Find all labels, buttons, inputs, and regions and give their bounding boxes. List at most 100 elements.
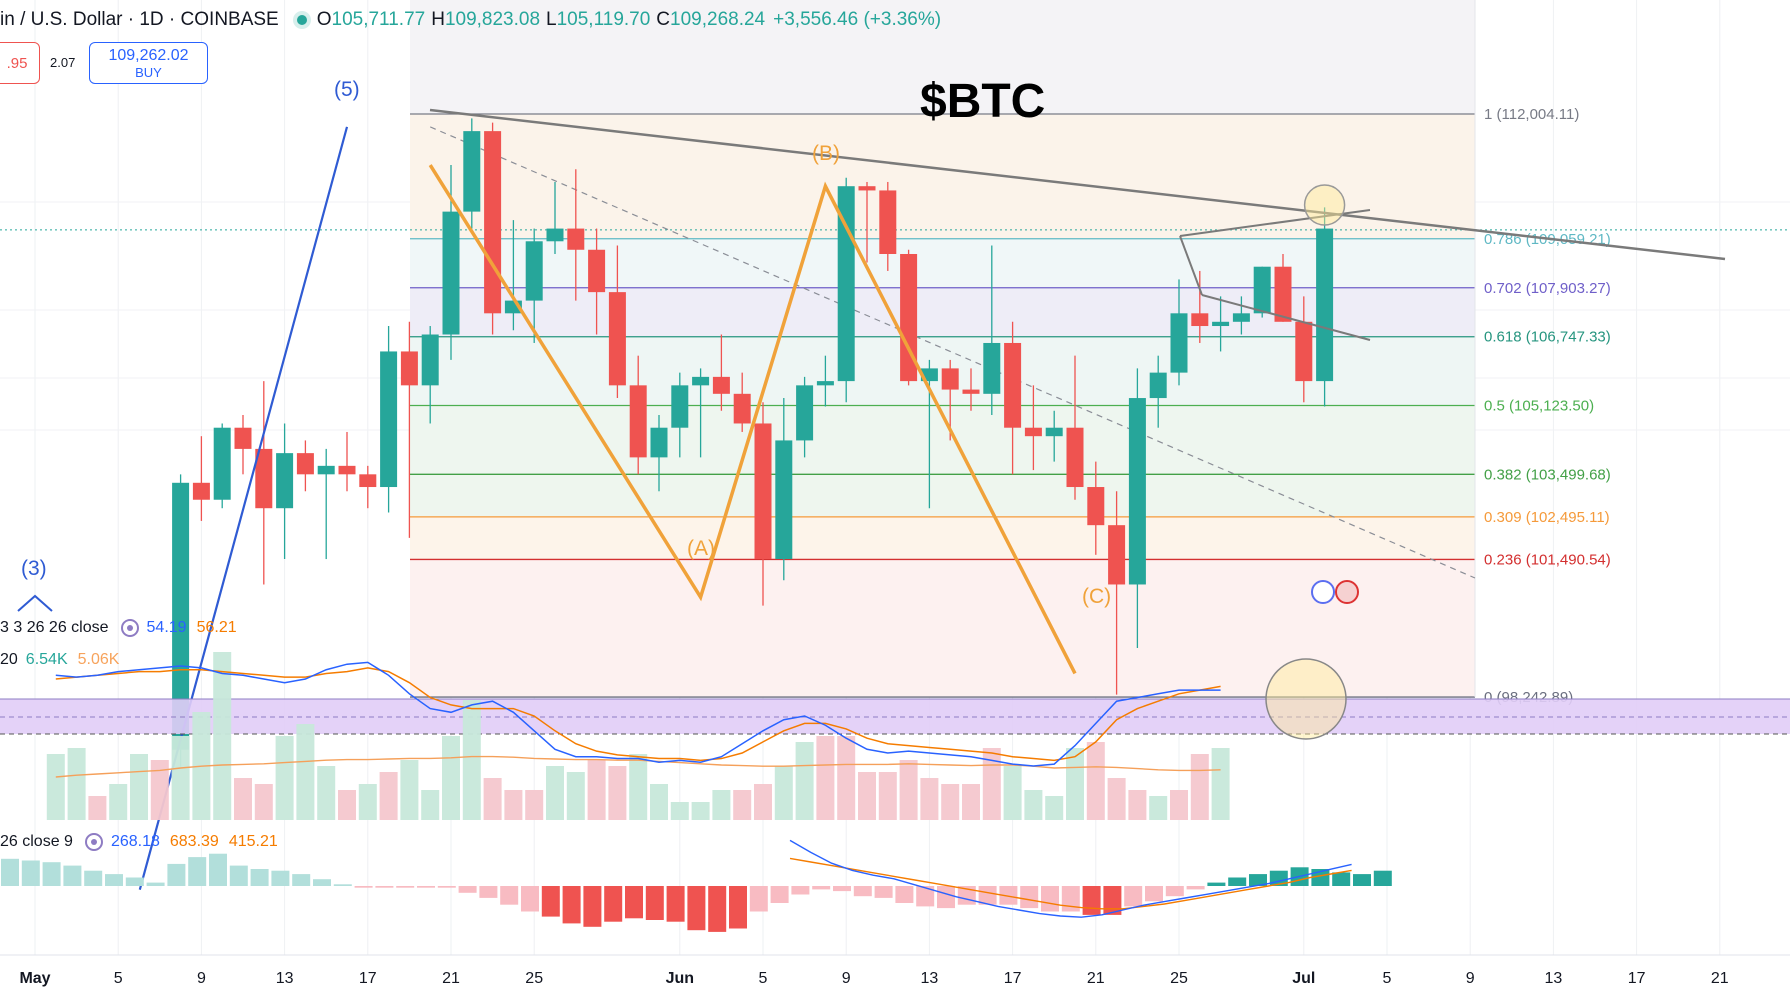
macd-hist-down — [1165, 886, 1184, 897]
candle-up — [1045, 427, 1063, 437]
time-axis-label: 5 — [114, 970, 123, 987]
macd-legend[interactable]: 26 close 9 268.18 683.39 415.21 — [0, 833, 278, 851]
ohlc-open: 105,711.77 — [331, 9, 426, 30]
ohlc-change: +3,556.46 (+3.36%) — [773, 9, 942, 30]
macd-hist-down — [749, 886, 768, 912]
volume-bar-up — [795, 742, 814, 820]
macd-hist-up — [1228, 877, 1247, 886]
volume-bar-up — [670, 802, 689, 820]
wave-label-3: (3) — [21, 557, 47, 580]
volume-bar-down — [254, 784, 273, 820]
candle-up — [1170, 313, 1188, 373]
volume-bar-up — [358, 784, 377, 820]
macd-hist-up — [1207, 882, 1226, 886]
macd-hist-down — [583, 886, 602, 927]
fib-level-label: 0.382 (103,499.68) — [1484, 466, 1611, 483]
ohlc-low-label: L — [546, 9, 557, 30]
buy-button[interactable]: 109,262.02 BUY — [89, 42, 208, 84]
wedge-lower-line — [1201, 294, 1371, 341]
volume-bar-up — [629, 754, 648, 820]
volume-bar-up — [400, 760, 419, 820]
volume-bar-up — [275, 736, 294, 820]
candle-down — [629, 385, 647, 458]
macd-signal-line — [789, 857, 1352, 910]
macd-hist-up — [1373, 870, 1392, 886]
fib-level-label: 0.236 (101,490.54) — [1484, 551, 1611, 568]
candle-up — [276, 453, 294, 509]
event-flag-icon — [1335, 580, 1359, 604]
candle-down — [192, 482, 210, 500]
macd-hist-down — [1124, 886, 1143, 907]
symbol-title[interactable]: in / U.S. Dollar · 1D · COINBASE — [0, 9, 279, 30]
volume-bar-up — [546, 766, 564, 820]
macd-hist-down — [1103, 886, 1122, 915]
wave-label-a: (A) — [687, 537, 715, 560]
macd-hist-down — [521, 886, 539, 912]
volume-bar-down — [982, 748, 1001, 820]
macd-hist-down — [791, 886, 810, 895]
macd-hist-down — [645, 886, 664, 920]
macd-hist-up — [292, 874, 311, 886]
candle-down — [962, 389, 980, 394]
volume-bar-down — [1128, 790, 1147, 820]
volume-bar-down — [1086, 742, 1105, 820]
volume-bar-down — [525, 790, 544, 820]
volume-bar-up — [774, 766, 793, 820]
macd-value-3: 415.21 — [228, 833, 278, 850]
macd-hist-up — [146, 882, 165, 886]
macd-hist-down — [625, 886, 643, 919]
volume-legend[interactable]: 20 6.54K 5.06K — [0, 651, 119, 669]
candle-down — [234, 427, 252, 449]
macd-hist-down — [500, 886, 519, 905]
candle-down — [338, 465, 356, 475]
volume-bar-up — [1003, 766, 1022, 820]
volume-bar-down — [941, 784, 960, 820]
macd-hist-down — [874, 886, 893, 898]
volume-bar-up — [109, 784, 128, 820]
volume-bar-down — [234, 778, 252, 820]
macd-hist-down — [1186, 886, 1205, 890]
volume-params: 20 — [0, 651, 18, 668]
volume-bar-down — [837, 736, 856, 820]
macd-hist-down — [770, 886, 789, 903]
volume-bar-up — [650, 784, 668, 820]
macd-hist-down — [562, 886, 581, 924]
macd-hist-down — [458, 886, 477, 893]
volume-bar-up — [296, 724, 315, 820]
volume-bar-up — [691, 802, 710, 820]
candle-up — [1149, 372, 1167, 399]
candle-down — [484, 131, 502, 314]
candle-up — [983, 342, 1001, 394]
macd-hist-down — [937, 886, 955, 909]
time-axis-label: 5 — [1383, 970, 1392, 987]
correction-wave-line — [428, 164, 1077, 675]
candle-up — [1253, 266, 1271, 314]
candle-up — [775, 440, 793, 560]
macd-hist-down — [375, 886, 394, 888]
indicator-settings-icon[interactable] — [120, 619, 139, 637]
volume-bar-down — [1170, 790, 1188, 820]
macd-hist-up — [84, 870, 103, 886]
candle-down — [1087, 487, 1105, 526]
macd-hist-up — [1249, 874, 1267, 886]
macd-hist-down — [437, 886, 456, 888]
sell-button[interactable]: .95 — [0, 42, 40, 84]
fib-level-label: 0.309 (102,495.11) — [1484, 509, 1610, 526]
volume-value-1: 6.54K — [25, 651, 68, 668]
candle-down — [1191, 313, 1209, 327]
wedge-upper-line — [1179, 209, 1371, 237]
time-axis-label: 5 — [759, 970, 768, 987]
indicator-settings-icon[interactable] — [84, 833, 103, 851]
ohlc-open-label: O — [316, 9, 332, 30]
macd-hist-down — [1020, 886, 1039, 909]
macd-hist-down — [541, 886, 560, 917]
macd-hist-down — [666, 886, 685, 922]
volume-bar-up — [1149, 796, 1168, 820]
macd-hist-down — [1145, 886, 1163, 902]
candle-up — [650, 427, 668, 458]
volume-bar-up — [130, 754, 148, 820]
candle-up — [380, 351, 398, 488]
rsi-legend[interactable]: 3 3 26 26 close 54.19 56.21 — [0, 619, 237, 637]
rsi-value-1: 54.19 — [146, 619, 187, 636]
